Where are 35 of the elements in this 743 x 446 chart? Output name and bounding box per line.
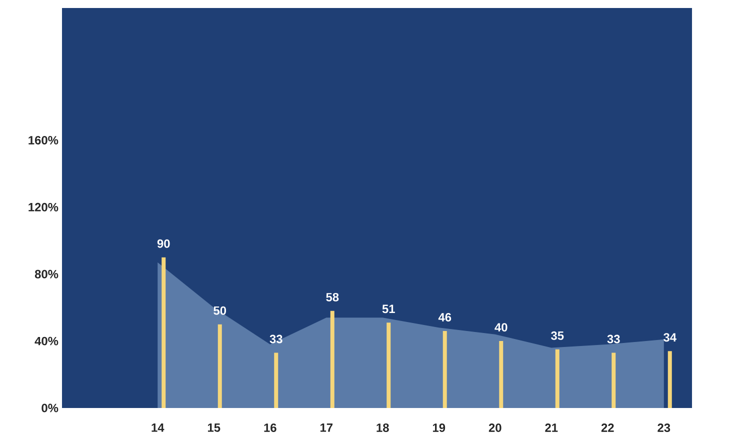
x-tick-label: 20 bbox=[488, 424, 502, 432]
data-label: 51 bbox=[382, 304, 395, 314]
bar bbox=[668, 351, 672, 408]
y-tick-label: 160% bbox=[28, 136, 58, 144]
bar bbox=[386, 322, 391, 408]
y-tick-label: 120% bbox=[28, 202, 58, 212]
bar bbox=[274, 352, 278, 408]
y-tick-label: 40% bbox=[34, 336, 58, 346]
bar bbox=[218, 324, 222, 408]
x-tick-label: 15 bbox=[208, 424, 220, 432]
x-tick-label: 19 bbox=[432, 424, 446, 432]
x-tick-label: 22 bbox=[601, 424, 614, 432]
data-label: 58 bbox=[326, 292, 339, 302]
y-tick-label: 80% bbox=[34, 270, 58, 278]
bar bbox=[330, 310, 334, 408]
bar bbox=[555, 349, 560, 408]
data-label: 50 bbox=[214, 306, 226, 315]
x-tick-label: 18 bbox=[376, 424, 389, 432]
y-tick-label: 0% bbox=[42, 404, 58, 412]
x-tick-label: 16 bbox=[264, 424, 276, 432]
x-tick-label: 23 bbox=[658, 424, 670, 432]
data-label: 40 bbox=[494, 323, 508, 332]
data-label: 34 bbox=[664, 333, 676, 342]
data-label: 35 bbox=[551, 331, 564, 340]
data-label: 33 bbox=[270, 334, 282, 344]
data-label: 90 bbox=[157, 239, 170, 248]
x-tick-label: 17 bbox=[320, 424, 332, 432]
data-label: 46 bbox=[438, 313, 452, 322]
x-tick-label: 21 bbox=[545, 424, 558, 432]
bar bbox=[442, 331, 447, 408]
bar bbox=[499, 341, 504, 408]
bar bbox=[162, 257, 166, 408]
data-label: 33 bbox=[607, 334, 620, 344]
bar bbox=[612, 352, 616, 408]
x-tick-label: 14 bbox=[152, 424, 164, 432]
